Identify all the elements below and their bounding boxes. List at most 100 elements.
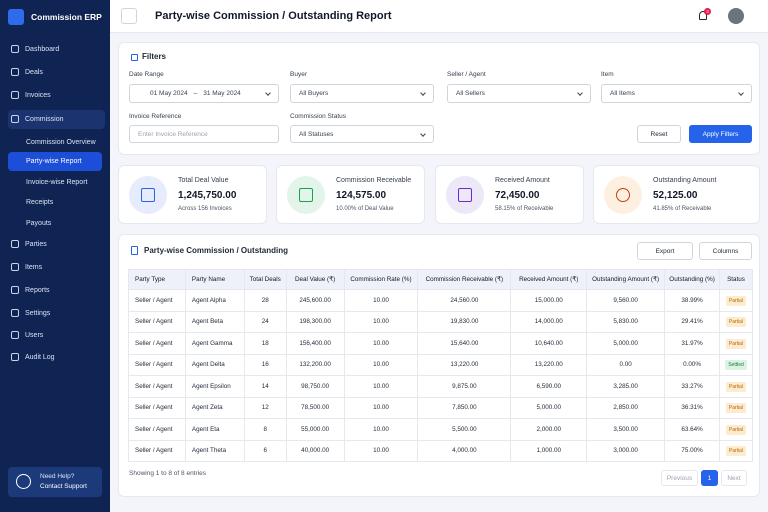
- nav-item[interactable]: Dashboard: [8, 40, 105, 59]
- table-cell: 3,285.00: [586, 375, 666, 398]
- filters-title: Filters: [142, 52, 167, 61]
- table-cell: 0.00: [586, 353, 666, 376]
- table-cell: 28: [243, 289, 287, 312]
- nav-item[interactable]: Items: [8, 258, 105, 277]
- nav-item[interactable]: Commission Overview: [26, 139, 96, 146]
- status-cell: Partial: [719, 396, 753, 419]
- prev-button[interactable]: Previous: [661, 470, 698, 486]
- apply-button[interactable]: Apply Filters: [689, 125, 752, 143]
- card-label: Total Deal Value: [178, 177, 229, 184]
- text-input[interactable]: Enter Invoice Reference: [129, 125, 279, 143]
- columns-button[interactable]: Columns: [699, 242, 752, 260]
- label: Item: [601, 71, 614, 78]
- page-button[interactable]: 1: [701, 470, 718, 486]
- table-cell: 98,750.00: [285, 375, 345, 398]
- table-cell: 156,400.00: [285, 332, 345, 355]
- nav-item[interactable]: Payouts: [26, 220, 52, 227]
- page-title: Party-wise Commission / Outstanding Repo…: [155, 10, 392, 22]
- help-link[interactable]: Contact Support: [40, 483, 87, 490]
- status-cell: Partial: [719, 375, 753, 398]
- table-cell: 5,000.00: [510, 396, 588, 419]
- table-cell: 5,500.00: [417, 418, 512, 441]
- table-cell: 8: [243, 418, 287, 441]
- export-button[interactable]: Export: [637, 242, 693, 260]
- table-cell: 6,590.00: [510, 375, 588, 398]
- column-header: Commission Rate (%): [343, 269, 419, 290]
- next-button[interactable]: Next: [721, 470, 747, 486]
- table-cell: 38.99%: [664, 289, 721, 312]
- menu-button[interactable]: [121, 8, 137, 24]
- nav-item[interactable]: Audit Log: [8, 348, 105, 367]
- card-label: Received Amount: [495, 177, 550, 184]
- table-cell: 63.64%: [664, 418, 721, 441]
- nav-item[interactable]: Receipts: [26, 199, 54, 206]
- avatar[interactable]: [728, 8, 744, 24]
- nav-item[interactable]: Settings: [8, 304, 105, 323]
- table-cell: 10.00: [343, 396, 419, 419]
- table-cell: Seller / Agent: [128, 289, 186, 312]
- table-cell: 10.00: [343, 289, 419, 312]
- nav-item[interactable]: Deals: [8, 63, 105, 82]
- select[interactable]: All Sellers: [447, 84, 591, 103]
- card-sub: 58.15% of Receivable: [495, 206, 554, 212]
- nav-icon: [11, 91, 19, 99]
- table-cell: 12: [243, 396, 287, 419]
- select[interactable]: All Statuses: [290, 125, 434, 143]
- table-cell: 10,640.00: [510, 332, 588, 355]
- nav-item[interactable]: Commission: [8, 110, 105, 129]
- table-cell: 10.00: [343, 375, 419, 398]
- nav-icon: [11, 263, 19, 271]
- status-badge: Partial: [725, 381, 747, 392]
- column-header: Deal Value (₹): [285, 269, 345, 290]
- nav-item[interactable]: Parties: [8, 235, 105, 254]
- nav-item[interactable]: Invoice-wise Report: [26, 179, 88, 186]
- table-row: Seller / Agent Agent Beta 24 198,300.00 10.0…: [128, 310, 753, 333]
- logo: [8, 9, 24, 25]
- status-badge: Partial: [725, 338, 747, 349]
- card-value: 72,450.00: [495, 190, 540, 201]
- select[interactable]: All Items: [601, 84, 752, 103]
- reset-button[interactable]: Reset: [637, 125, 681, 143]
- nav-icon: [11, 115, 19, 123]
- table-cell: 10.00: [343, 439, 419, 462]
- table-cell: Agent Theta: [184, 439, 245, 462]
- bell[interactable]: [699, 11, 707, 20]
- table-cell: 0.00%: [664, 353, 721, 376]
- table-cell: 5,000.00: [586, 332, 666, 355]
- card-sub: 41.85% of Receivable: [653, 206, 712, 212]
- column-header: Received Amount (₹): [510, 269, 588, 290]
- table-cell: 33.27%: [664, 375, 721, 398]
- nav-item[interactable]: Reports: [8, 281, 105, 300]
- table-cell: 3,500.00: [586, 418, 666, 441]
- help-box: Need Help? Contact Support: [8, 467, 102, 497]
- nav-item[interactable]: Invoices: [8, 86, 105, 105]
- table-cell: Seller / Agent: [128, 396, 186, 419]
- card-icon: [604, 176, 642, 214]
- table-cell: 10.00: [343, 418, 419, 441]
- table-title: Party-wise Commission / Outstanding: [144, 246, 289, 255]
- status-badge: Partial: [725, 424, 747, 435]
- summary-card: Received Amount 72,450.00 58.15% of Receiv…: [435, 165, 584, 224]
- table-cell: 19,830.00: [417, 310, 512, 333]
- table-cell: Agent Beta: [184, 310, 245, 333]
- nav-item[interactable]: Party-wise Report: [8, 152, 102, 171]
- nav-item[interactable]: Users: [8, 326, 105, 345]
- value: All Items: [610, 90, 635, 97]
- card-icon: [446, 176, 484, 214]
- table-cell: 13,220.00: [510, 353, 588, 376]
- card-value: 1,245,750.00: [178, 190, 237, 201]
- table-cell: 24,560.00: [417, 289, 512, 312]
- table-cell: 10.00: [343, 310, 419, 333]
- column-header: Outstanding (%): [664, 269, 721, 290]
- table-cell: Agent Gamma: [184, 332, 245, 355]
- help-icon: [16, 474, 31, 489]
- status-badge: Partial: [725, 295, 747, 306]
- table-cell: 9,875.00: [417, 375, 512, 398]
- table-cell: 36.31%: [664, 396, 721, 419]
- date-from: 01 May 2024: [150, 90, 188, 97]
- table-cell: 14: [243, 375, 287, 398]
- table-cell: 132,200.00: [285, 353, 345, 376]
- label: Buyer: [290, 71, 307, 78]
- select[interactable]: All Buyers: [290, 84, 434, 103]
- date-input[interactable]: 01 May 2024 – 31 May 2024: [129, 84, 279, 103]
